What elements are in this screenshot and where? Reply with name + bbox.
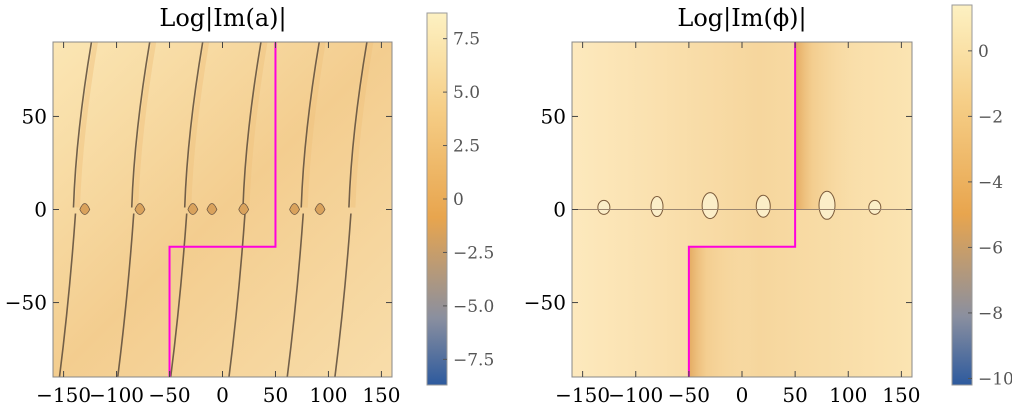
singularity-blob (206, 203, 218, 215)
curve-shading (186, 42, 210, 208)
heatmap-background (53, 42, 392, 377)
colorbar (951, 4, 973, 386)
x-tick-label: 150 (362, 383, 400, 407)
y-tick-label: −50 (524, 291, 566, 315)
shading-band (688, 246, 759, 377)
dark-curve (130, 42, 151, 208)
contour-path (168, 42, 277, 377)
dark-curve (286, 213, 305, 377)
colorbar-tick-label: −8 (978, 304, 1003, 324)
singularity-blob (238, 203, 250, 215)
singularity-blob (289, 203, 300, 215)
y-tick-label: 0 (553, 198, 566, 222)
contour-path (687, 42, 797, 377)
singularity-lobe (597, 199, 611, 215)
colorbar-tick-label: 0 (453, 190, 464, 210)
dark-curve (300, 42, 321, 208)
colorbar-tick-label: 7.5 (453, 30, 480, 50)
colorbar-tick-label: 2.5 (453, 137, 480, 157)
singularity-lobe (818, 190, 836, 220)
x-tick-label: −50 (148, 383, 190, 407)
y-tick-label: 0 (34, 198, 47, 222)
singularity-lobe (701, 192, 719, 220)
singularity-lobe (650, 196, 664, 217)
colorbar-tick-label: −2 (978, 107, 1003, 127)
x-tick-label: −100 (89, 383, 144, 407)
dark-curve (348, 42, 368, 208)
dark-curve (58, 213, 77, 377)
x-tick-label: −150 (36, 383, 91, 407)
panel-title: Log|Im(ϕ)| (677, 4, 806, 33)
colorbar-tick-label: −6 (978, 238, 1003, 258)
dark-curve (334, 213, 352, 377)
x-tick-label: 150 (882, 383, 920, 407)
curve-shading (244, 42, 268, 208)
colorbar-tick-label: −10 (978, 369, 1012, 389)
curve-shading (133, 42, 157, 208)
x-tick-label: 0 (216, 383, 229, 407)
curve-shading (302, 42, 326, 208)
curve-shading (74, 42, 98, 208)
singularity-blob (187, 203, 199, 215)
shading-band (795, 42, 866, 210)
dark-curve (116, 213, 135, 377)
x-tick-label: −50 (668, 383, 710, 407)
colorbar-tick-label: −7.5 (453, 350, 494, 370)
singularity-lobe (755, 194, 771, 218)
dark-curve (242, 42, 262, 208)
x-tick-label: 0 (736, 383, 749, 407)
y-tick-label: −50 (5, 291, 47, 315)
dark-curve (183, 42, 204, 208)
dark-curve (169, 213, 188, 377)
singularity-blob (79, 203, 91, 215)
colorbar-tick-label: −2.5 (453, 243, 494, 263)
dark-curve (72, 42, 93, 208)
x-tick-label: 50 (782, 383, 807, 407)
dark-curve (228, 213, 246, 377)
colorbar-tick-label: −4 (978, 173, 1003, 193)
x-tick-label: 50 (263, 383, 288, 407)
colorbar-tick-label: 0 (978, 42, 989, 62)
colorbar-tick-label: −5.0 (453, 297, 494, 317)
x-tick-label: 100 (309, 383, 347, 407)
x-tick-label: −100 (608, 383, 663, 407)
singularity-lobe (868, 199, 882, 215)
singularity-blob (134, 203, 146, 215)
panel-title: Log|Im(a)| (159, 4, 286, 33)
singularity-blob (314, 203, 326, 215)
y-tick-label: 50 (22, 104, 47, 128)
curve-shading (350, 42, 374, 208)
x-tick-label: −150 (555, 383, 610, 407)
colorbar-tick-label: 5.0 (453, 83, 480, 103)
x-tick-label: 100 (829, 383, 867, 407)
y-tick-label: 50 (541, 104, 566, 128)
